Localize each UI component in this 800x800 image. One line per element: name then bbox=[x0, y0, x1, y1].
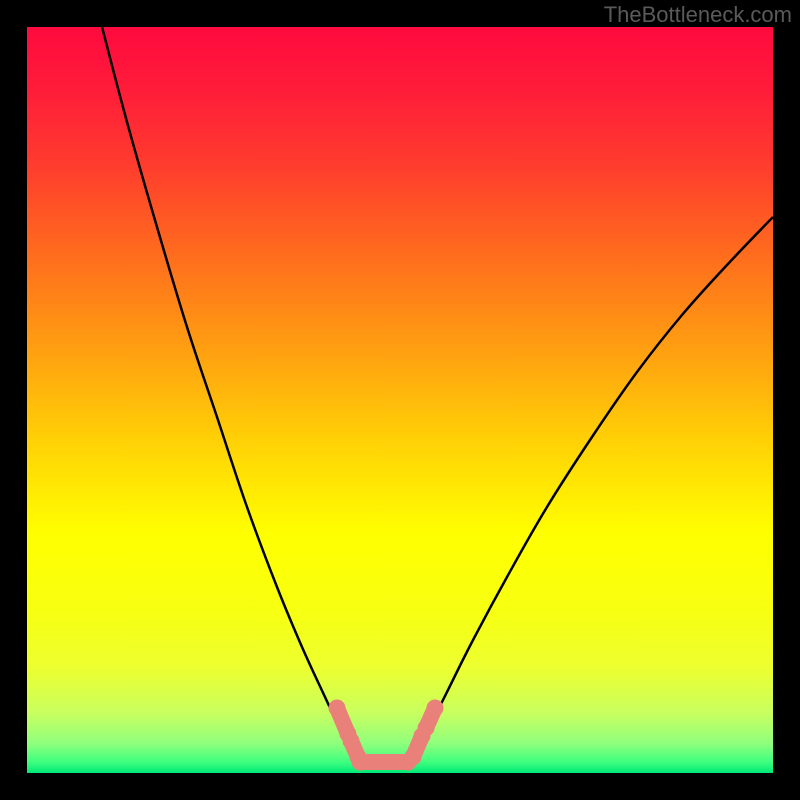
marker-group bbox=[329, 700, 444, 771]
plot-area bbox=[27, 27, 773, 773]
curve-right bbox=[415, 217, 773, 754]
marker-cap bbox=[343, 733, 360, 750]
watermark-text: TheBottleneck.com bbox=[604, 2, 792, 28]
plot-svg-layer bbox=[27, 27, 773, 773]
marker-cap bbox=[427, 700, 444, 717]
curve-left bbox=[102, 27, 353, 754]
marker-cap bbox=[352, 754, 369, 771]
marker-cap bbox=[405, 749, 422, 766]
marker-cap bbox=[329, 700, 346, 717]
marker-cap bbox=[418, 720, 435, 737]
